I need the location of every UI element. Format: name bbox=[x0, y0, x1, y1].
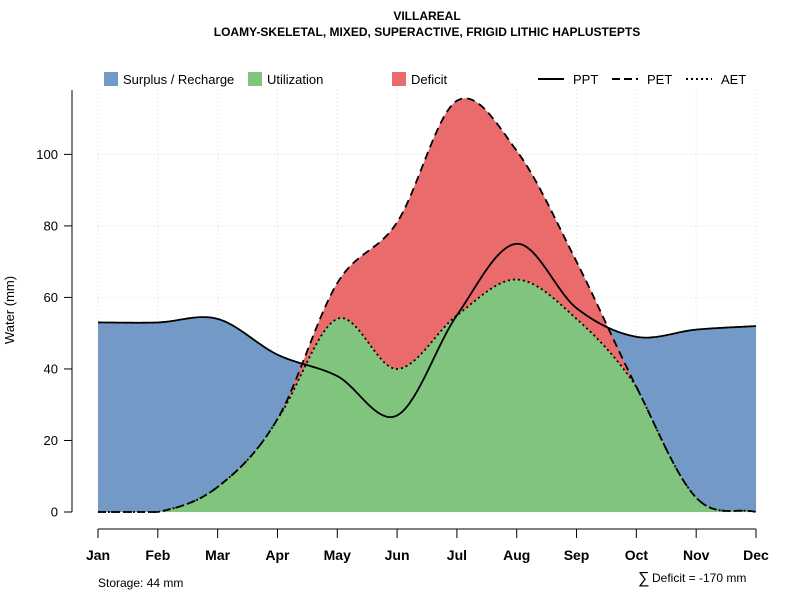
x-tick-label: Apr bbox=[265, 547, 290, 563]
x-tick-label: May bbox=[324, 547, 351, 563]
chart-title: VILLAREAL bbox=[393, 9, 460, 23]
y-tick-label: 100 bbox=[36, 147, 58, 162]
y-tick-label: 80 bbox=[44, 218, 58, 233]
chart-subtitle: LOAMY-SKELETAL, MIXED, SUPERACTIVE, FRIG… bbox=[214, 25, 640, 39]
x-tick-label: Oct bbox=[625, 547, 649, 563]
legend: Surplus / Recharge Utilization Deficit PPT P… bbox=[104, 72, 746, 87]
x-tick-label: Aug bbox=[503, 547, 530, 563]
y-tick-label: 0 bbox=[51, 505, 58, 520]
legend-label: PPT bbox=[573, 72, 598, 87]
x-tick-label: Nov bbox=[683, 547, 710, 563]
y-tick-label: 60 bbox=[44, 290, 58, 305]
x-tick-label: Sep bbox=[564, 547, 590, 563]
ppt-line bbox=[98, 242, 757, 418]
storage-note: Storage: 44 mm bbox=[98, 576, 183, 590]
legend-label: Deficit bbox=[411, 72, 448, 87]
legend-label: Surplus / Recharge bbox=[123, 72, 234, 87]
x-tick-label: Mar bbox=[205, 547, 230, 563]
area-fills bbox=[98, 98, 756, 512]
x-tick-label: Dec bbox=[743, 547, 769, 563]
utilization-area bbox=[98, 279, 756, 512]
y-tick-label: 20 bbox=[44, 433, 58, 448]
deficit-note: Deficit = -170 mm bbox=[652, 571, 746, 585]
series-lines bbox=[98, 97, 757, 513]
y-tick-label: 40 bbox=[44, 361, 58, 376]
aet-line bbox=[98, 278, 757, 513]
legend-label: Utilization bbox=[267, 72, 323, 87]
sum-symbol: ∑ bbox=[638, 570, 649, 587]
legend-label: PET bbox=[647, 72, 672, 87]
x-tick-label: Jun bbox=[385, 547, 410, 563]
legend-swatch bbox=[248, 72, 262, 86]
axes: 0 20 40 60 80 100 Jan Feb Mar Apr May Jun Jul Aug Sep O… bbox=[36, 90, 769, 563]
legend-swatch bbox=[104, 72, 118, 86]
pet-line bbox=[98, 97, 757, 513]
legend-swatch bbox=[392, 72, 406, 86]
x-tick-label: Feb bbox=[145, 547, 170, 563]
y-axis-label: Water (mm) bbox=[2, 276, 17, 344]
x-tick-label: Jul bbox=[447, 547, 467, 563]
x-tick-label: Jan bbox=[86, 547, 110, 563]
legend-label: AET bbox=[721, 72, 746, 87]
